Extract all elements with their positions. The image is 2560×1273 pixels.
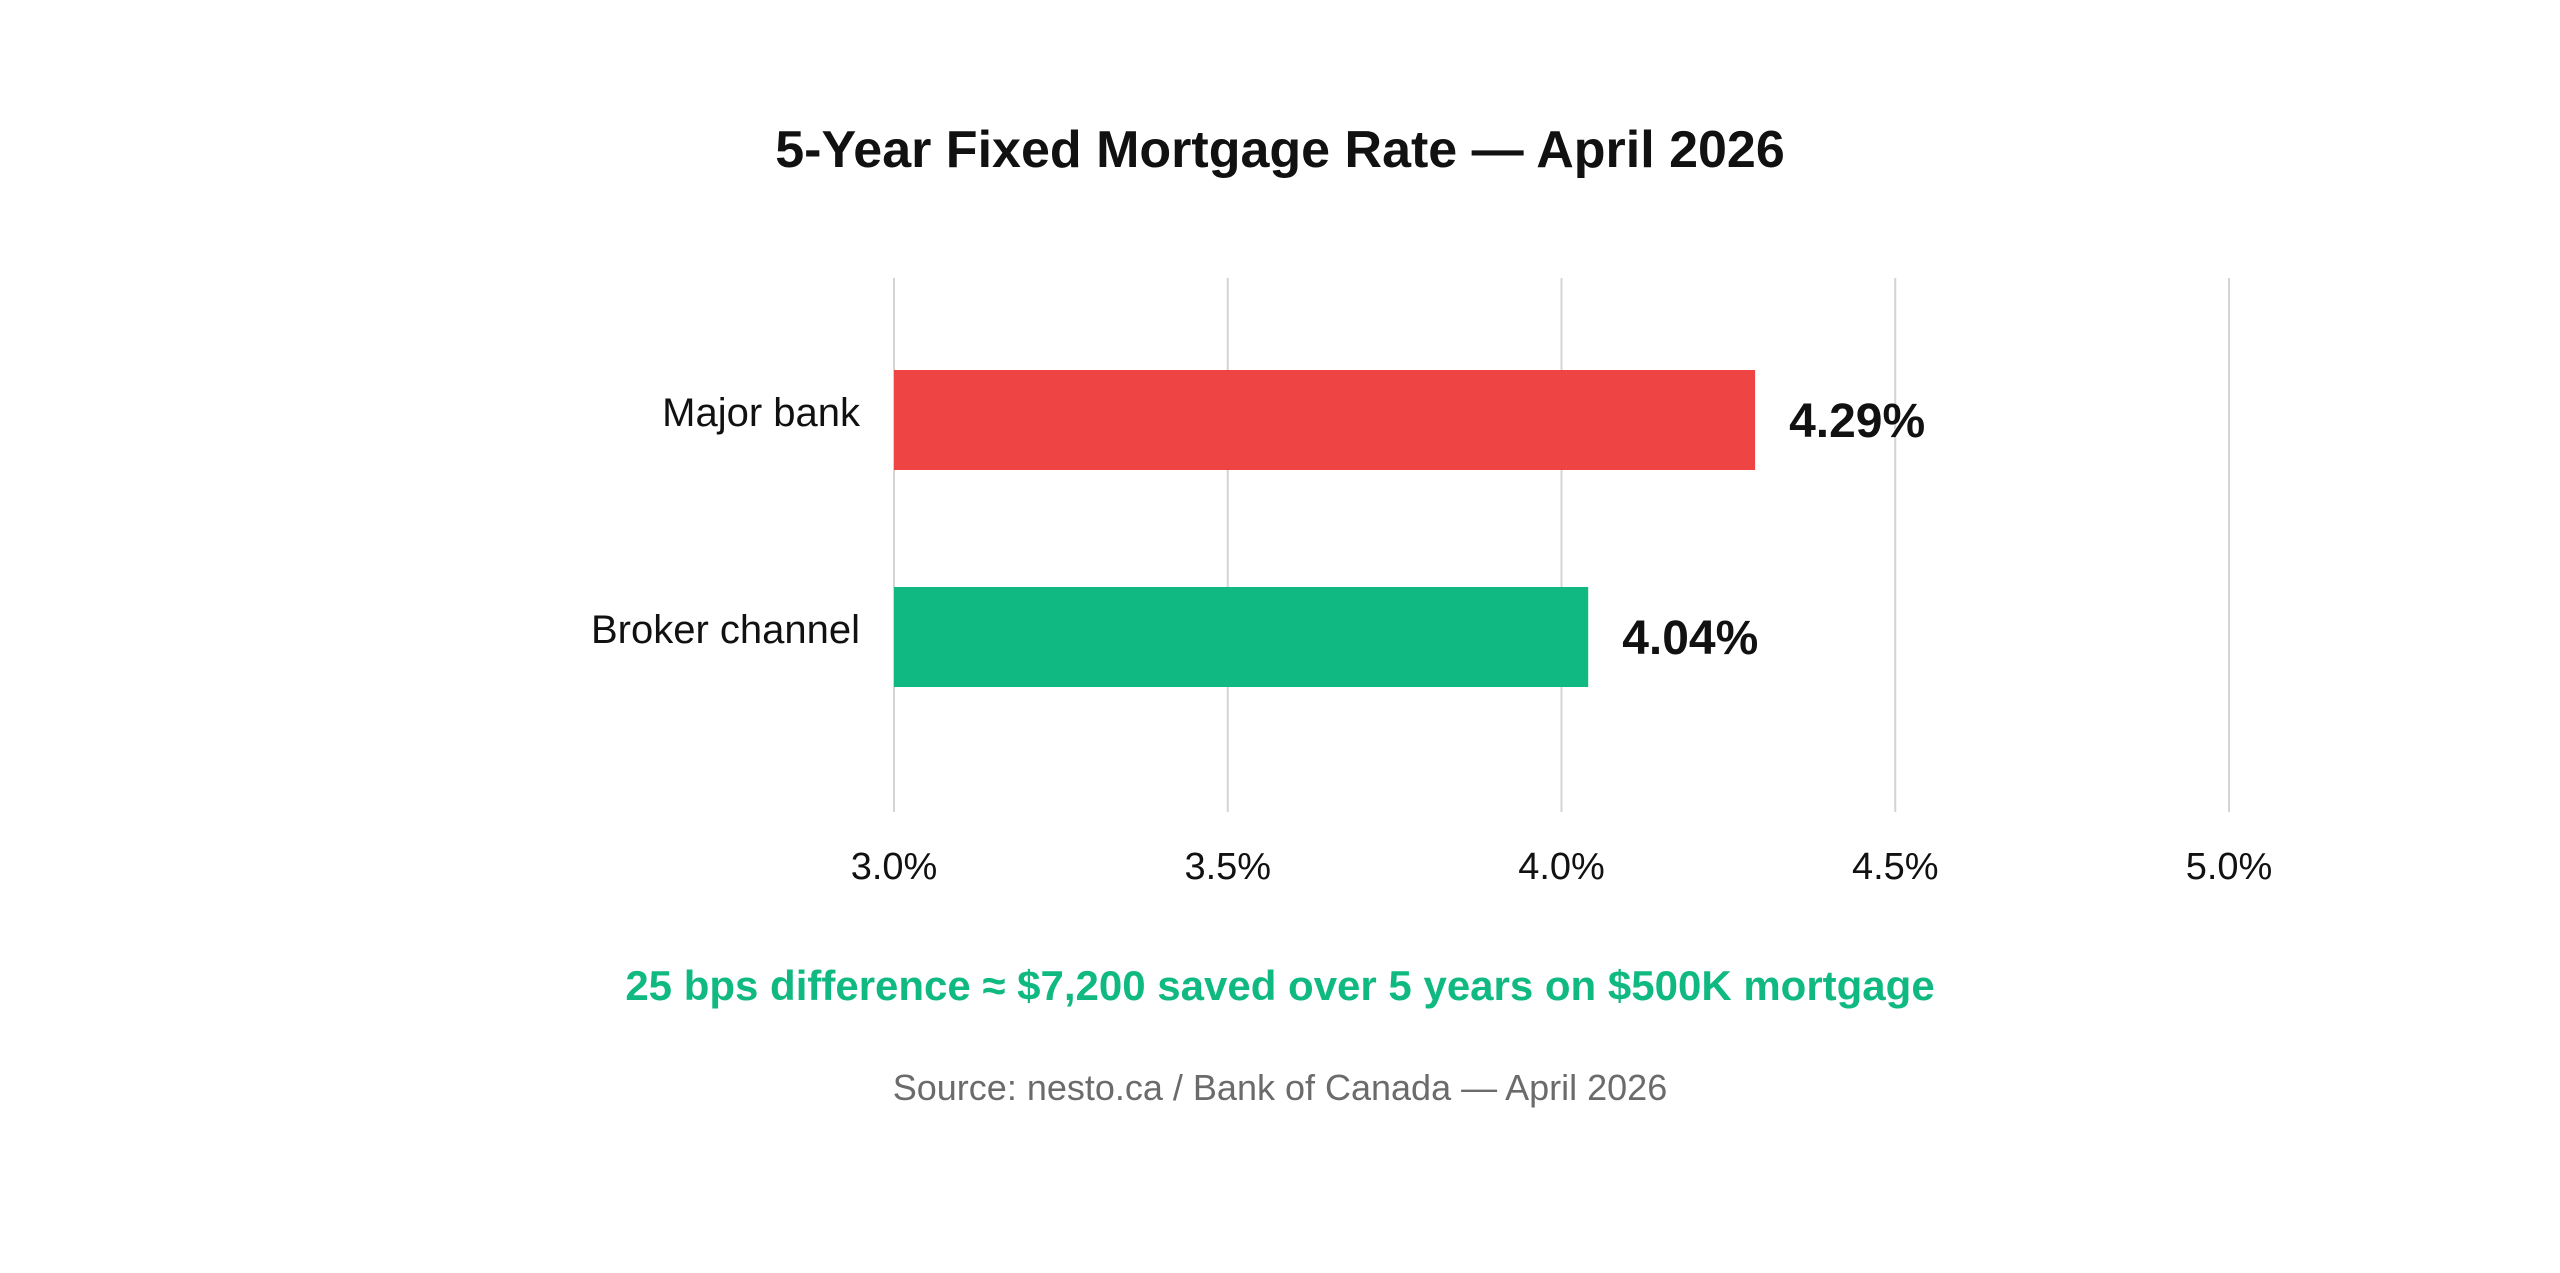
bars: Major bank 4.29% Broker channel 4.04%: [591, 370, 1925, 687]
category-label: Broker channel: [591, 608, 860, 652]
gridlines: [893, 278, 2230, 812]
x-tick-label: 3.0%: [851, 846, 938, 888]
category-label: Major bank: [662, 391, 861, 435]
x-tick-label: 4.5%: [1852, 846, 1939, 888]
x-tick-label: 5.0%: [2186, 846, 2273, 888]
bar: [894, 587, 1589, 687]
savings-annotation: 25 bps difference ≈ $7,200 saved over 5 …: [625, 962, 1934, 1009]
x-tick-label: 4.0%: [1518, 846, 1605, 888]
x-tick-label: 3.5%: [1184, 846, 1271, 888]
x-axis-ticks: 3.0% 3.5% 4.0% 4.5% 5.0%: [851, 846, 2273, 888]
value-label: 4.04%: [1622, 612, 1758, 665]
source-note: Source: nesto.ca / Bank of Canada — Apri…: [893, 1067, 1667, 1108]
chart-title: 5-Year Fixed Mortgage Rate — April 2026: [775, 121, 1785, 179]
value-label: 4.29%: [1789, 395, 1925, 448]
bar: [894, 370, 1756, 470]
